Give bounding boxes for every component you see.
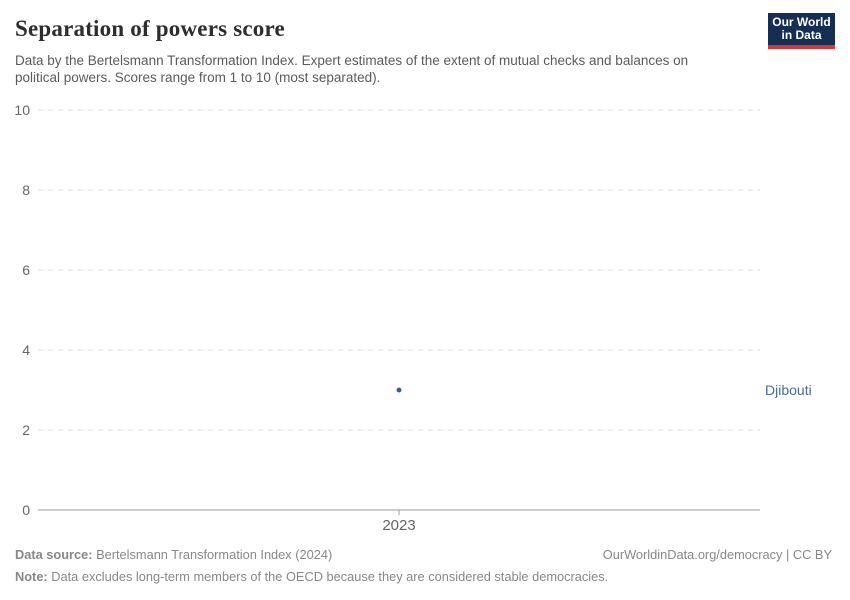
note-label: Note: [15, 569, 48, 584]
entity-label-djibouti[interactable]: Djibouti [765, 382, 812, 398]
data-source-label: Data source: [15, 547, 93, 562]
credit-link[interactable]: OurWorldinData.org/democracy | CC BY [602, 547, 832, 562]
y-tick-label-6: 6 [22, 262, 30, 278]
owid-logo-line2: in Data [781, 28, 822, 42]
owid-logo-line1: Our World [772, 15, 831, 29]
gridlines-group: 0 2 4 6 8 10 [14, 102, 760, 518]
y-tick-label-10: 10 [14, 102, 30, 118]
y-tick-label-4: 4 [22, 342, 30, 358]
data-point-djibouti[interactable] [396, 387, 402, 393]
y-tick-label-0: 0 [22, 502, 30, 518]
y-tick-label-8: 8 [22, 182, 30, 198]
x-tick-label: 2023 [382, 517, 415, 534]
note-text: Data excludes long-term members of the O… [47, 569, 609, 584]
chart-subtitle: Data by the Bertelsmann Transformation I… [15, 53, 689, 85]
chart-title: Separation of powers score [15, 16, 285, 41]
data-source-text: Bertelsmann Transformation Index (2024) [92, 547, 333, 562]
y-tick-label-2: 2 [22, 422, 30, 438]
data-source-line: Data source: Bertelsmann Transformation … [15, 547, 332, 562]
note-line: Note: Data excludes long-term members of… [15, 569, 832, 584]
owid-logo[interactable]: Our World in Data [768, 13, 835, 49]
